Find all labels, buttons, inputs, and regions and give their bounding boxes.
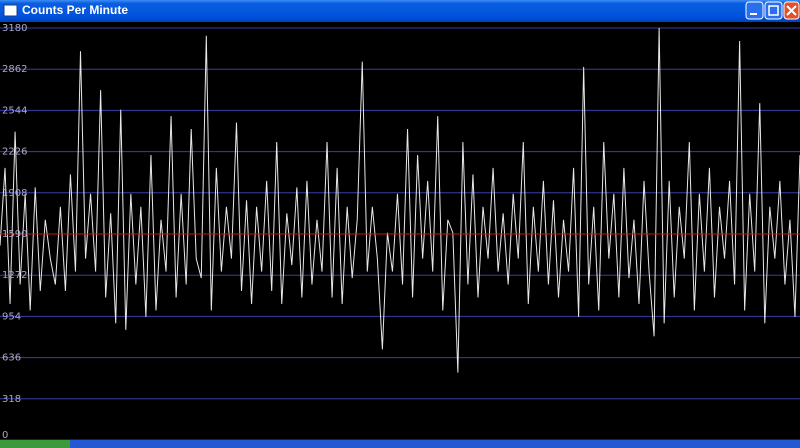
- start-button[interactable]: [0, 440, 70, 448]
- y-tick-label: 1272: [2, 270, 27, 281]
- taskbar: [0, 440, 800, 448]
- y-tick-label: 1908: [2, 188, 27, 199]
- y-tick-label: 318: [2, 394, 21, 405]
- y-tick-label: 2862: [2, 64, 27, 75]
- title-bar: [0, 0, 800, 22]
- close-button[interactable]: [783, 1, 800, 20]
- minimize-button[interactable]: [745, 1, 764, 20]
- maximize-button[interactable]: [764, 1, 783, 20]
- window-icon: [3, 4, 18, 17]
- y-tick-label: 0: [2, 430, 8, 441]
- y-tick-label: 2226: [2, 147, 27, 158]
- window-title: Counts Per Minute: [22, 3, 128, 17]
- y-tick-label: 954: [2, 311, 21, 322]
- y-tick-label: 3180: [2, 23, 27, 34]
- data-line: [0, 27, 800, 373]
- y-tick-label: 636: [2, 353, 21, 364]
- y-tick-label: 2544: [2, 105, 27, 116]
- y-tick-label: 1590: [2, 229, 27, 240]
